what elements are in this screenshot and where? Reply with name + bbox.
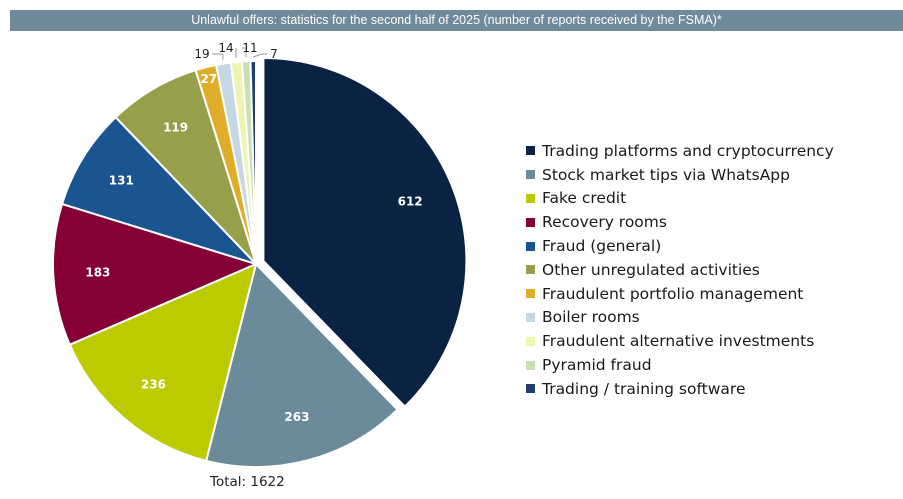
legend-swatch (526, 336, 535, 346)
total-label: Total: 1622 (210, 474, 285, 490)
legend-label: Recovery rooms (542, 213, 667, 232)
legend-label: Trading / training software (542, 379, 746, 398)
legend-item: Fake credit (526, 187, 834, 211)
legend-label: Trading platforms and cryptocurrency (542, 141, 834, 160)
legend-item: Fraudulent portfolio management (526, 282, 834, 306)
legend-swatch (526, 146, 535, 156)
legend-label: Other unregulated activities (542, 260, 760, 279)
pie-slice (249, 59, 257, 265)
legend-item: Other unregulated activities (526, 258, 834, 282)
pie-slice (68, 262, 258, 463)
data-label: 131 (109, 174, 134, 188)
legend-label: Pyramid fraud (542, 356, 652, 375)
legend-item: Trading platforms and cryptocurrency (526, 139, 834, 163)
legend-item: Fraud (general) (526, 234, 834, 258)
leader-line (212, 53, 224, 60)
legend-swatch (526, 170, 535, 180)
pie-slice (204, 262, 399, 468)
legend-label: Boiler rooms (542, 308, 640, 327)
legend-item: Stock market tips via WhatsApp (526, 163, 834, 187)
pie-slice (262, 56, 468, 409)
legend-swatch (526, 193, 535, 203)
chart-title: Unlawful offers: statistics for the seco… (10, 10, 903, 31)
data-label: 263 (284, 410, 309, 424)
pie-slice (60, 115, 260, 267)
legend-swatch (526, 360, 535, 370)
legend-item: Pyramid fraud (526, 353, 834, 377)
leader-line (242, 47, 247, 58)
data-label: 183 (85, 266, 110, 280)
leader-line (253, 53, 267, 58)
data-label: 14 (218, 41, 233, 55)
data-label: 27 (200, 72, 217, 86)
legend-item: Fraudulent alternative investments (526, 329, 834, 353)
legend-label: Fraud (general) (542, 237, 662, 256)
legend-swatch (526, 384, 535, 394)
data-label: 236 (141, 378, 166, 392)
legend-swatch (526, 289, 535, 299)
legend: Trading platforms and cryptocurrency Stoc… (526, 139, 834, 401)
legend-swatch (526, 265, 535, 275)
data-label: 612 (398, 194, 423, 208)
data-label: 11 (242, 41, 257, 55)
legend-label: Fraudulent alternative investments (542, 332, 815, 351)
data-label: 19 (194, 47, 209, 61)
data-label: 119 (163, 121, 188, 135)
legend-swatch (526, 312, 535, 322)
legend-swatch (526, 217, 535, 227)
legend-item: Trading / training software (526, 377, 834, 401)
legend-label: Fake credit (542, 189, 627, 208)
data-label: 7 (270, 47, 278, 61)
legend-item: Boiler rooms (526, 306, 834, 330)
legend-label: Stock market tips via WhatsApp (542, 165, 790, 184)
legend-swatch (526, 241, 535, 251)
pie-slice (52, 202, 259, 346)
legend-item: Recovery rooms (526, 210, 834, 234)
legend-label: Fraudulent portfolio management (542, 284, 804, 303)
